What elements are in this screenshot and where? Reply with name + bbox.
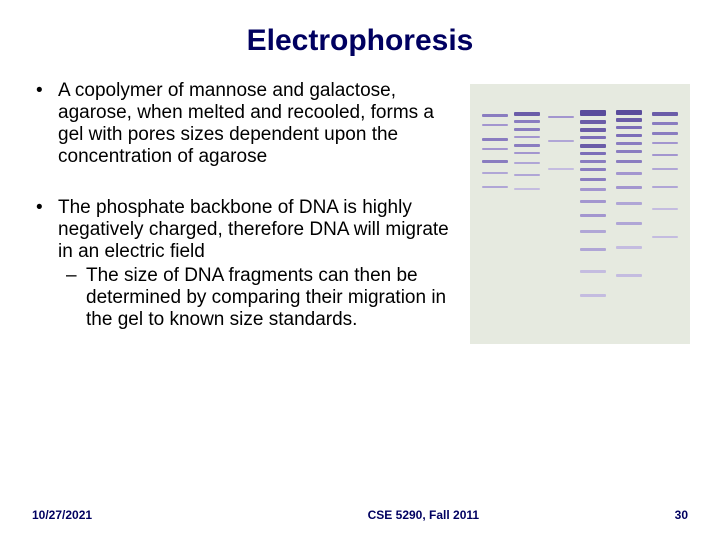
gel-band: [616, 134, 642, 137]
gel-band: [514, 112, 540, 116]
gel-lane: [514, 96, 540, 332]
gel-band: [580, 270, 606, 273]
sub-bullet-item: The size of DNA fragments can then be de…: [58, 265, 456, 331]
gel-band: [616, 118, 642, 122]
gel-band: [580, 160, 606, 163]
gel-electrophoresis-image: [470, 84, 690, 344]
gel-band: [580, 152, 606, 155]
gel-band: [652, 132, 678, 135]
gel-band: [580, 110, 606, 116]
gel-band: [580, 128, 606, 132]
gel-band: [616, 126, 642, 129]
gel-band: [580, 144, 606, 148]
slide-title: Electrophoresis: [30, 24, 690, 58]
gel-band: [580, 178, 606, 181]
sub-bullet-text: The size of DNA fragments can then be de…: [86, 265, 446, 330]
gel-lane: [616, 96, 642, 332]
gel-lane: [482, 96, 508, 332]
slide-footer: 10/27/2021 CSE 5290, Fall 2011 30: [0, 508, 720, 522]
gel-band: [482, 138, 508, 141]
gel-lane: [580, 96, 606, 332]
bullet-item: The phosphate backbone of DNA is highly …: [30, 197, 456, 330]
gel-band: [482, 160, 508, 163]
gel-band: [616, 274, 642, 277]
gel-lane: [548, 96, 574, 332]
gel-band: [616, 222, 642, 225]
gel-band: [652, 236, 678, 238]
gel-band: [652, 122, 678, 125]
gel-band: [652, 154, 678, 156]
gel-band: [548, 140, 574, 142]
gel-band: [616, 246, 642, 249]
gel-band: [580, 168, 606, 171]
bullet-text: A copolymer of mannose and galactose, ag…: [58, 80, 434, 167]
gel-band: [482, 114, 508, 117]
slide: Electrophoresis A copolymer of mannose a…: [0, 0, 720, 540]
gel-band: [580, 214, 606, 217]
footer-date: 10/27/2021: [32, 508, 92, 522]
gel-band: [616, 142, 642, 145]
gel-band: [580, 294, 606, 297]
footer-page-number: 30: [675, 508, 688, 522]
gel-band: [514, 144, 540, 147]
gel-band: [652, 168, 678, 170]
gel-band: [580, 230, 606, 233]
bullet-item: A copolymer of mannose and galactose, ag…: [30, 80, 456, 167]
bullet-text: The phosphate backbone of DNA is highly …: [58, 197, 449, 262]
gel-band: [652, 142, 678, 144]
gel-band: [580, 200, 606, 203]
gel-band: [514, 162, 540, 164]
gel-band: [616, 110, 642, 115]
footer-course: CSE 5290, Fall 2011: [92, 508, 675, 522]
gel-band: [514, 128, 540, 131]
gel-band: [580, 120, 606, 124]
gel-band: [482, 186, 508, 188]
content-row: A copolymer of mannose and galactose, ag…: [30, 80, 690, 360]
gel-lane: [652, 96, 678, 332]
gel-band: [580, 188, 606, 191]
gel-band: [482, 124, 508, 126]
gel-band: [514, 136, 540, 138]
gel-band: [514, 174, 540, 176]
gel-band: [514, 152, 540, 154]
gel-band: [616, 172, 642, 175]
gel-band: [652, 186, 678, 188]
gel-band: [616, 160, 642, 163]
gel-band: [482, 172, 508, 174]
gel-band: [580, 136, 606, 139]
gel-band: [616, 202, 642, 205]
gel-band: [482, 148, 508, 150]
text-column: A copolymer of mannose and galactose, ag…: [30, 80, 456, 360]
gel-band: [616, 186, 642, 189]
gel-band: [616, 150, 642, 153]
gel-band: [548, 168, 574, 170]
gel-band: [514, 120, 540, 123]
gel-band: [652, 112, 678, 116]
gel-band: [514, 188, 540, 190]
gel-band: [548, 116, 574, 118]
gel-band: [580, 248, 606, 251]
gel-band: [652, 208, 678, 210]
